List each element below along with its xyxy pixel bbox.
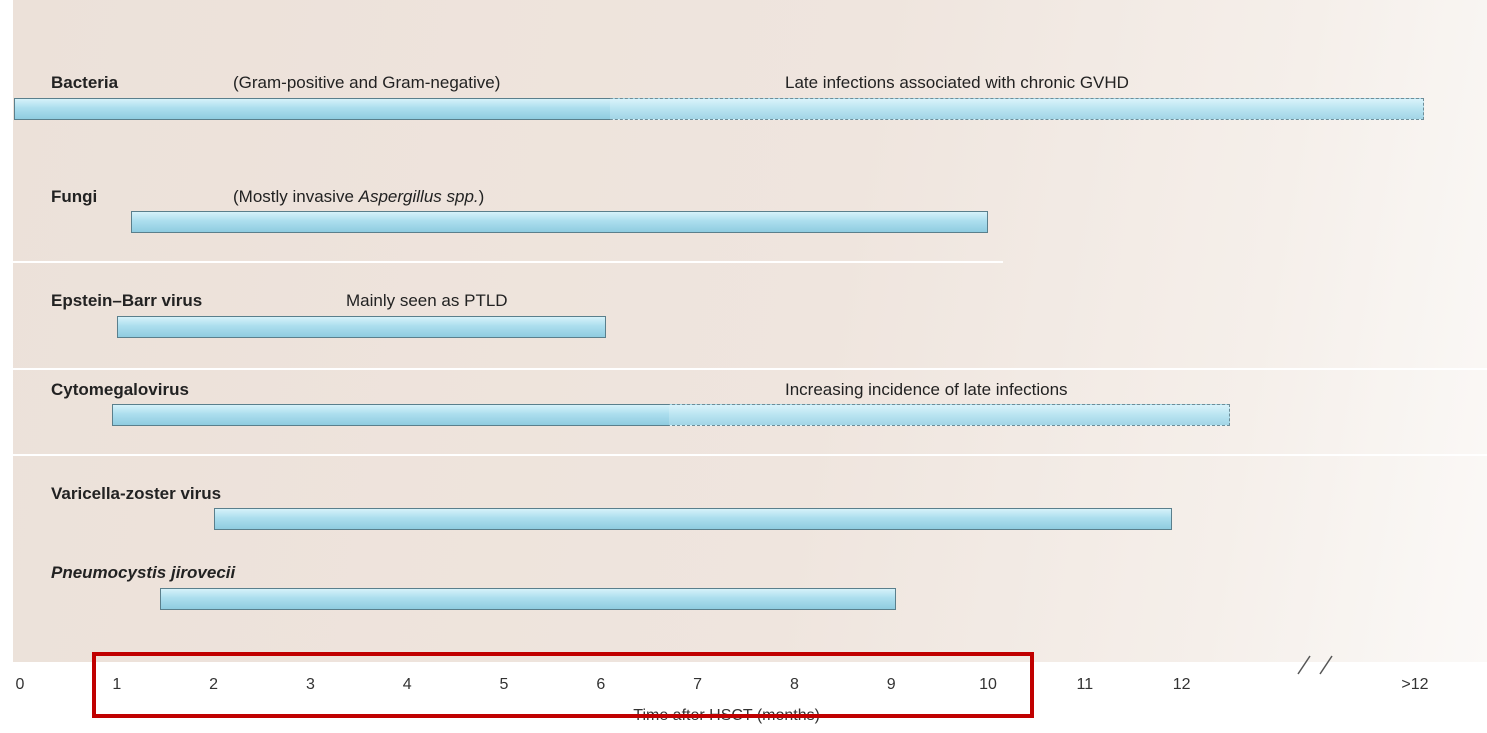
annotation-cmv-late: Increasing incidence of late infections: [785, 380, 1068, 399]
series-label-fungi: Fungi: [51, 187, 98, 206]
bar-cytomegalovirus: [111, 404, 669, 426]
x-tick-label: 11: [1076, 676, 1094, 693]
x-tick-label: 6: [596, 676, 606, 693]
x-tick-label: 5: [499, 676, 509, 693]
x-tick-label: >12: [1401, 676, 1429, 693]
x-tick-label: 12: [1172, 676, 1191, 693]
x-tick-label: 1: [112, 676, 122, 693]
bar-bacteria: [14, 98, 611, 120]
annotation-bacteria-gram: (Gram-positive and Gram-negative): [233, 73, 501, 92]
series-label-bacteria: Bacteria: [51, 73, 119, 92]
annotation-bacteria-late: Late infections associated with chronic …: [785, 73, 1129, 92]
bar-varicella-zoster-virus: [213, 508, 1172, 530]
x-tick-label: 0: [15, 676, 25, 693]
row-divider: [13, 368, 1487, 370]
annotation-ebv: Mainly seen as PTLD: [346, 291, 508, 310]
series-label-vzv: Varicella-zoster virus: [51, 484, 222, 503]
highlight-box: [92, 652, 1034, 718]
bar-fungi: [131, 211, 988, 233]
x-tick-label: 4: [402, 676, 412, 693]
x-tick-label: 9: [886, 676, 896, 693]
row-divider: [13, 454, 1487, 456]
x-tick-label: 8: [789, 676, 799, 693]
x-tick-label: 10: [979, 676, 997, 693]
row-divider: [13, 261, 1003, 263]
bar-pneumocystis-jirovecii: [160, 588, 897, 610]
series-label-pneumocystis: Pneumocystis jirovecii: [51, 563, 236, 582]
x-tick-label: 3: [305, 676, 315, 693]
annotation-fungi: (Mostly invasive Aspergillus spp.): [233, 187, 485, 206]
x-tick-label: 2: [209, 676, 219, 693]
series-label-ebv: Epstein–Barr virus: [51, 291, 203, 310]
bar-epstein-barr-virus: [116, 316, 606, 338]
x-tick-label: 7: [693, 676, 703, 693]
series-label-cmv: Cytomegalovirus: [51, 380, 189, 399]
axis-break-mark: [1297, 655, 1333, 675]
